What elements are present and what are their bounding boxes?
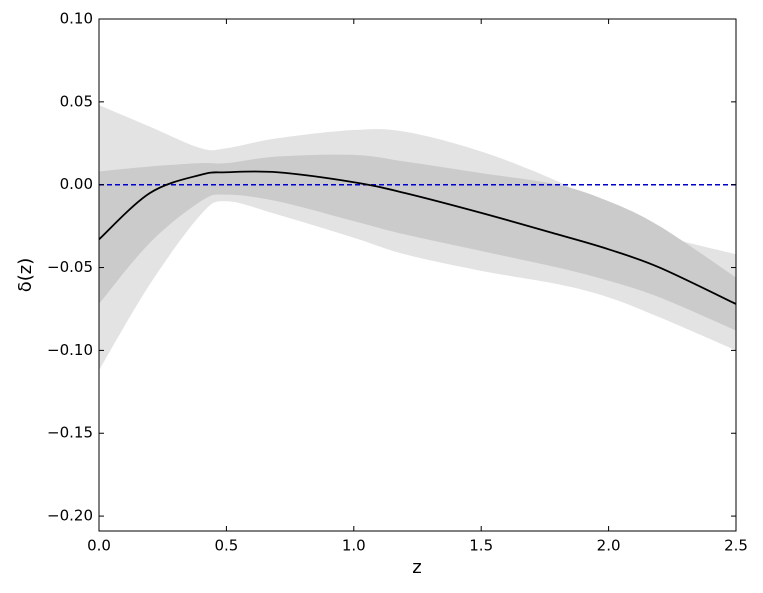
y-tick-label: −0.05: [47, 258, 93, 276]
x-tick-label: 1.0: [342, 537, 366, 555]
plot-area: [99, 105, 736, 371]
y-tick-label: 0.00: [60, 175, 93, 193]
x-tick-label: 2.0: [597, 537, 621, 555]
x-tick-label: 2.5: [724, 537, 748, 555]
x-axis-label: z: [412, 557, 421, 578]
y-tick-label: −0.15: [47, 424, 93, 442]
y-tick-label: −0.20: [47, 507, 93, 525]
line: [99, 170, 736, 305]
x-tick-label: 1.5: [469, 537, 493, 555]
y-axis-label: δ(z): [15, 258, 36, 293]
y-tick-label: 0.10: [60, 10, 93, 28]
plot-frame: [98, 18, 737, 532]
x-tick-label: 0.0: [87, 537, 111, 555]
x-tick-label: 0.5: [214, 537, 238, 555]
y-tick-label: −0.10: [47, 341, 93, 359]
confidence-band: [99, 154, 736, 331]
y-tick-label: 0.05: [60, 92, 93, 110]
